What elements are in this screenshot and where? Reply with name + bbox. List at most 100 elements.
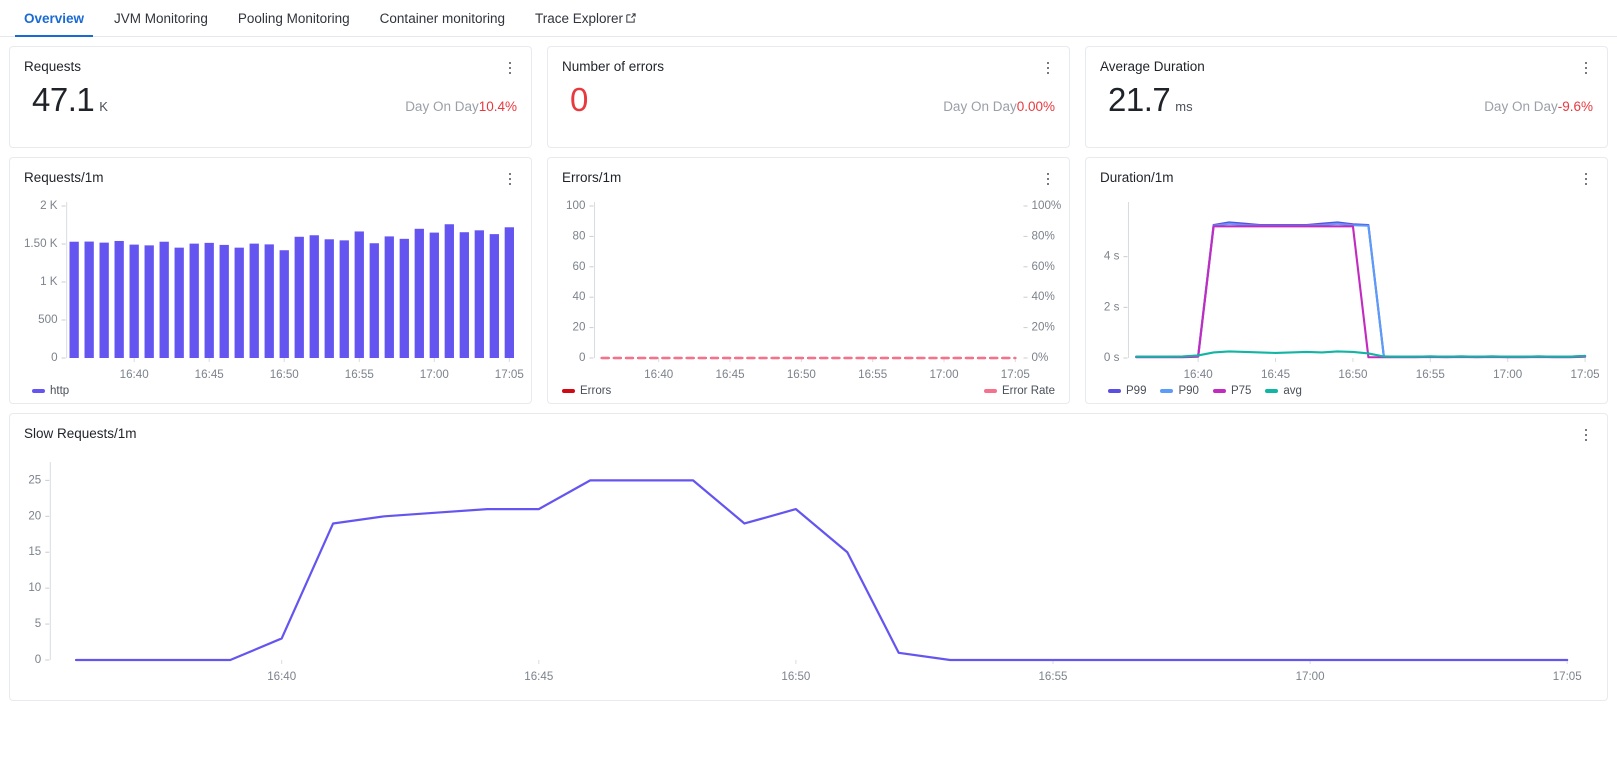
svg-text:16:50: 16:50 (781, 671, 810, 683)
tab-jvm-monitoring[interactable]: JVM Monitoring (99, 0, 223, 36)
svg-text:16:40: 16:40 (1184, 369, 1213, 381)
chart-card-slow-requests-1m: Slow Requests/1m 0 5 10 15 20 25 16:40 16:45 16:… (9, 413, 1608, 701)
svg-text:20%: 20% (1032, 322, 1055, 334)
svg-text:100%: 100% (1032, 200, 1062, 212)
svg-text:17:00: 17:00 (1493, 369, 1522, 381)
day-on-day-badge: Day On Day-9.6% (1484, 99, 1593, 119)
svg-text:1.50 K: 1.50 K (24, 238, 58, 250)
legend-swatch-icon (983, 389, 997, 393)
legend-swatch-icon (1212, 389, 1226, 393)
svg-text:0: 0 (51, 352, 57, 364)
card-menu-button[interactable] (503, 59, 517, 77)
stat-card-average-duration: Average Duration 21.7 ms Day On Day-9.6% (1085, 46, 1608, 148)
legend-swatch-icon (562, 389, 575, 393)
card-menu-button[interactable] (1579, 426, 1593, 444)
charts-row: Requests/1m 0 500 1 K 1.50 K 2 K 16:40 16:45 16… (9, 157, 1608, 404)
stat-unit: ms (1175, 99, 1193, 114)
day-on-day-value: 0.00% (1016, 98, 1055, 114)
tab-pooling-monitoring[interactable]: Pooling Monitoring (223, 0, 365, 36)
day-on-day-value: -9.6% (1557, 98, 1593, 114)
chart-legend: P99 P90 P75 avg (1086, 385, 1607, 397)
legend-label: Errors (580, 385, 612, 397)
errors-line-chart: 0 20 40 60 80 100 0% 20% 40% 60% 80% 100% 16:40 16:45… (548, 188, 1069, 388)
chart-card-duration-1m: Duration/1m 0 s 2 s 4 s 16:40 16:45 16:50 16:5… (1085, 157, 1608, 404)
svg-text:1 K: 1 K (40, 276, 58, 288)
chart-legend: http (10, 385, 531, 397)
svg-text:16:40: 16:40 (267, 671, 296, 683)
tab-label: Pooling Monitoring (237, 10, 350, 26)
svg-text:16:50: 16:50 (787, 369, 816, 381)
svg-text:2 K: 2 K (40, 200, 58, 212)
svg-text:60%: 60% (1032, 261, 1055, 273)
tab-overview[interactable]: Overview (9, 0, 99, 37)
svg-text:0%: 0% (1032, 352, 1049, 364)
svg-text:16:55: 16:55 (858, 369, 887, 381)
svg-text:80%: 80% (1032, 230, 1055, 242)
legend-label: http (50, 385, 70, 397)
card-menu-button[interactable] (1041, 59, 1055, 77)
tab-container-monitoring[interactable]: Container monitoring (365, 0, 520, 36)
legend-label: P90 (1178, 385, 1199, 397)
svg-text:16:55: 16:55 (345, 369, 374, 381)
svg-text:0: 0 (35, 654, 41, 666)
stat-card-number-of-errors: Number of errors 0 Day On Day0.00% (547, 46, 1070, 148)
legend-item-p75[interactable]: P75 (1212, 385, 1251, 397)
duration-line-chart: 0 s 2 s 4 s 16:40 16:45 16:50 16:55 17:00 17:05 (1086, 188, 1607, 388)
card-title: Requests (24, 59, 82, 74)
day-on-day-badge: Day On Day10.4% (405, 99, 517, 119)
legend-label: P99 (1126, 385, 1147, 397)
stat-value-group: 21.7 ms (1100, 81, 1193, 119)
svg-text:4 s: 4 s (1104, 251, 1120, 263)
tab-label: Trace Explorer (535, 10, 624, 26)
svg-text:500: 500 (38, 314, 57, 326)
stat-value: 0 (570, 81, 588, 118)
card-menu-button[interactable] (1579, 170, 1593, 188)
external-link-icon (625, 12, 636, 24)
stat-value-group: 47.1 K (24, 81, 108, 119)
legend-item-avg[interactable]: avg (1265, 385, 1302, 397)
svg-text:16:50: 16:50 (1338, 369, 1367, 381)
day-on-day-label: Day On Day (943, 98, 1017, 114)
legend-label: avg (1283, 385, 1302, 397)
svg-text:17:00: 17:00 (420, 369, 449, 381)
svg-text:16:55: 16:55 (1039, 671, 1068, 683)
card-menu-button[interactable] (1579, 59, 1593, 77)
svg-text:2 s: 2 s (1104, 301, 1120, 313)
svg-text:40: 40 (573, 291, 586, 303)
chart-card-errors-1m: Errors/1m 0 20 40 60 80 100 0% 20% 40% 60% 80% 100%… (547, 157, 1070, 404)
svg-text:80: 80 (573, 230, 586, 242)
svg-text:5: 5 (35, 618, 41, 630)
card-title: Errors/1m (562, 170, 622, 185)
tab-trace-explorer[interactable]: Trace Explorer (520, 0, 651, 36)
tab-label: Container monitoring (379, 10, 505, 26)
card-title: Average Duration (1100, 59, 1205, 74)
card-menu-button[interactable] (1041, 170, 1055, 188)
legend-item-errors[interactable]: Errors (562, 385, 611, 397)
legend-item-error-rate[interactable]: Error Rate (983, 385, 1055, 397)
legend-item-http[interactable]: http (32, 385, 69, 397)
slow-requests-row: Slow Requests/1m 0 5 10 15 20 25 16:40 16:45 16:… (9, 413, 1608, 701)
svg-text:0 s: 0 s (1104, 352, 1120, 364)
legend-swatch-icon (32, 389, 45, 393)
svg-text:60: 60 (573, 261, 586, 273)
day-on-day-badge: Day On Day0.00% (943, 99, 1055, 119)
svg-text:15: 15 (28, 546, 41, 558)
svg-text:17:05: 17:05 (1571, 369, 1600, 381)
svg-text:16:45: 16:45 (195, 369, 224, 381)
card-title: Slow Requests/1m (24, 426, 137, 441)
card-title: Number of errors (562, 59, 665, 74)
requests-bar-chart: 0 500 1 K 1.50 K 2 K 16:40 16:45 16:50 16:55 17:0… (10, 188, 531, 388)
tab-bar: Overview JVM Monitoring Pooling Monitori… (0, 0, 1617, 37)
svg-text:40%: 40% (1032, 291, 1055, 303)
svg-text:17:00: 17:00 (929, 369, 958, 381)
legend-item-p99[interactable]: P99 (1108, 385, 1146, 397)
tab-label: Overview (24, 10, 85, 26)
day-on-day-value: 10.4% (478, 98, 517, 114)
svg-text:25: 25 (28, 474, 41, 486)
legend-item-p90[interactable]: P90 (1160, 385, 1199, 397)
stat-card-requests: Requests 47.1 K Day On Day10.4% (9, 46, 532, 148)
card-menu-button[interactable] (503, 170, 517, 188)
svg-text:17:05: 17:05 (1553, 671, 1582, 683)
svg-text:16:40: 16:40 (120, 369, 149, 381)
chart-legend: Errors Error Rate (548, 385, 1069, 397)
